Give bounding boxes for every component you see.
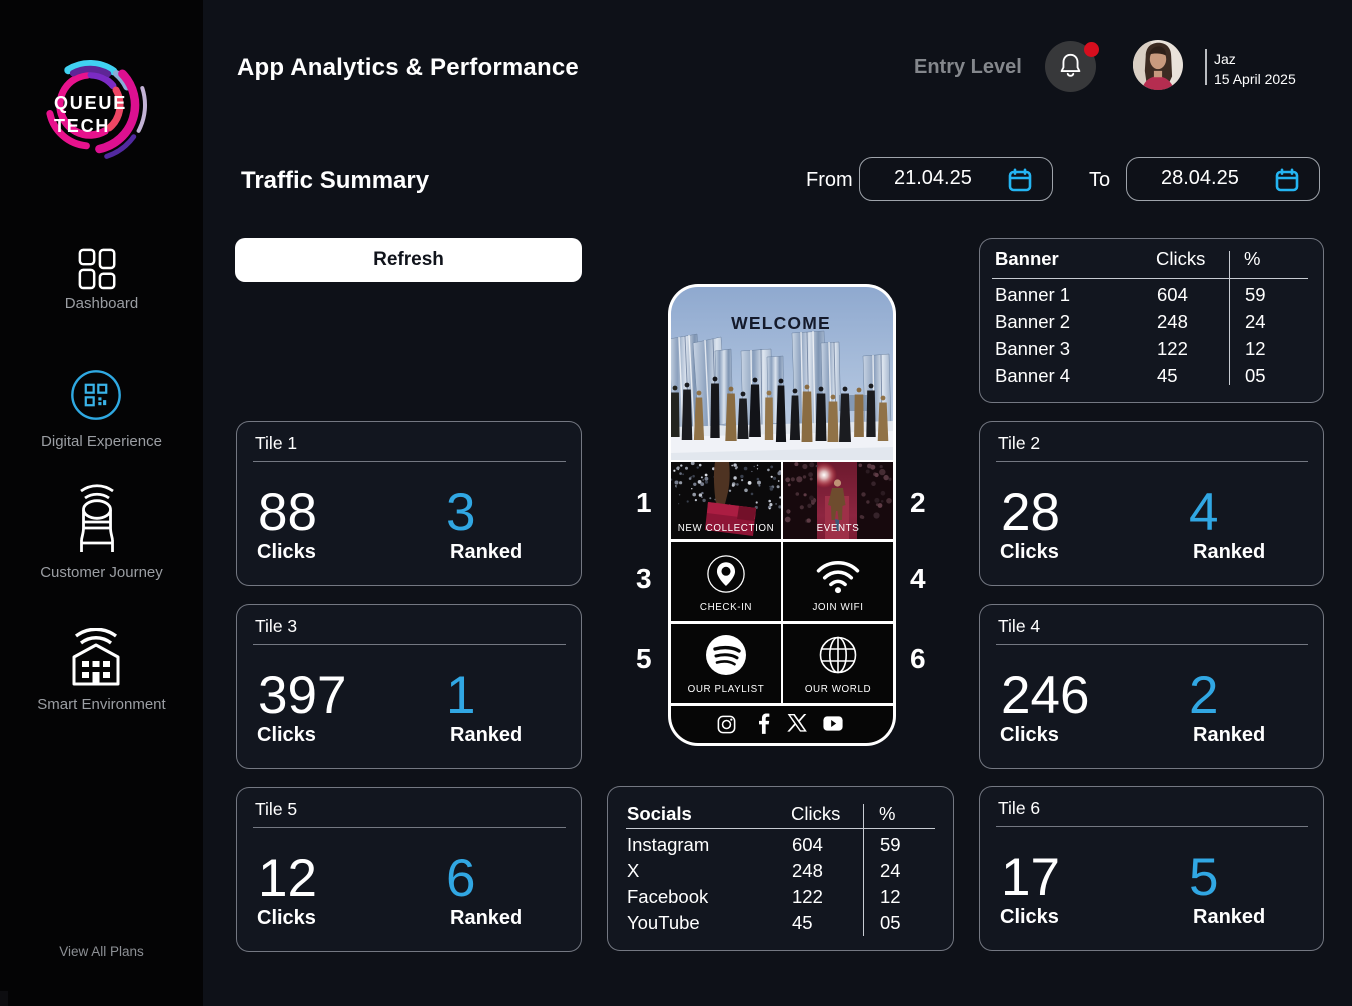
svg-text:TECH: TECH: [54, 116, 110, 136]
svg-text:QUEUE: QUEUE: [54, 93, 127, 113]
svg-text:WELCOME: WELCOME: [731, 313, 831, 333]
